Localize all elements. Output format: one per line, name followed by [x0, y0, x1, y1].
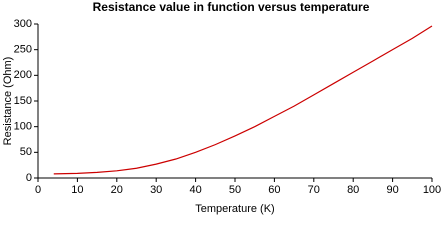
x-tick-label: 60 [268, 184, 280, 196]
y-tick-label: 250 [14, 44, 32, 56]
chart: Resistance value in function versus temp… [2, 0, 441, 215]
y-tick-label: 0 [26, 172, 32, 184]
y-tick-label: 50 [20, 146, 32, 158]
y-tick-label: 300 [14, 18, 32, 30]
x-tick-label: 100 [423, 184, 441, 196]
x-tick-label: 20 [111, 184, 123, 196]
x-tick-label: 70 [308, 184, 320, 196]
x-tick-label: 0 [35, 184, 41, 196]
x-tick-label: 30 [150, 184, 162, 196]
y-tick-label: 150 [14, 95, 32, 107]
x-tick-label: 90 [386, 184, 398, 196]
x-tick-label: 40 [189, 184, 201, 196]
y-axis-label: Resistance (Ohm) [2, 57, 14, 146]
y-tick-label: 200 [14, 69, 32, 81]
x-tick-label: 50 [229, 184, 241, 196]
x-tick-label: 80 [347, 184, 359, 196]
x-axis-label: Temperature (K) [195, 203, 274, 215]
x-tick-label: 10 [71, 184, 83, 196]
y-tick-label: 100 [14, 121, 32, 133]
data-line [53, 25, 433, 175]
chart-title: Resistance value in function versus temp… [93, 0, 370, 14]
